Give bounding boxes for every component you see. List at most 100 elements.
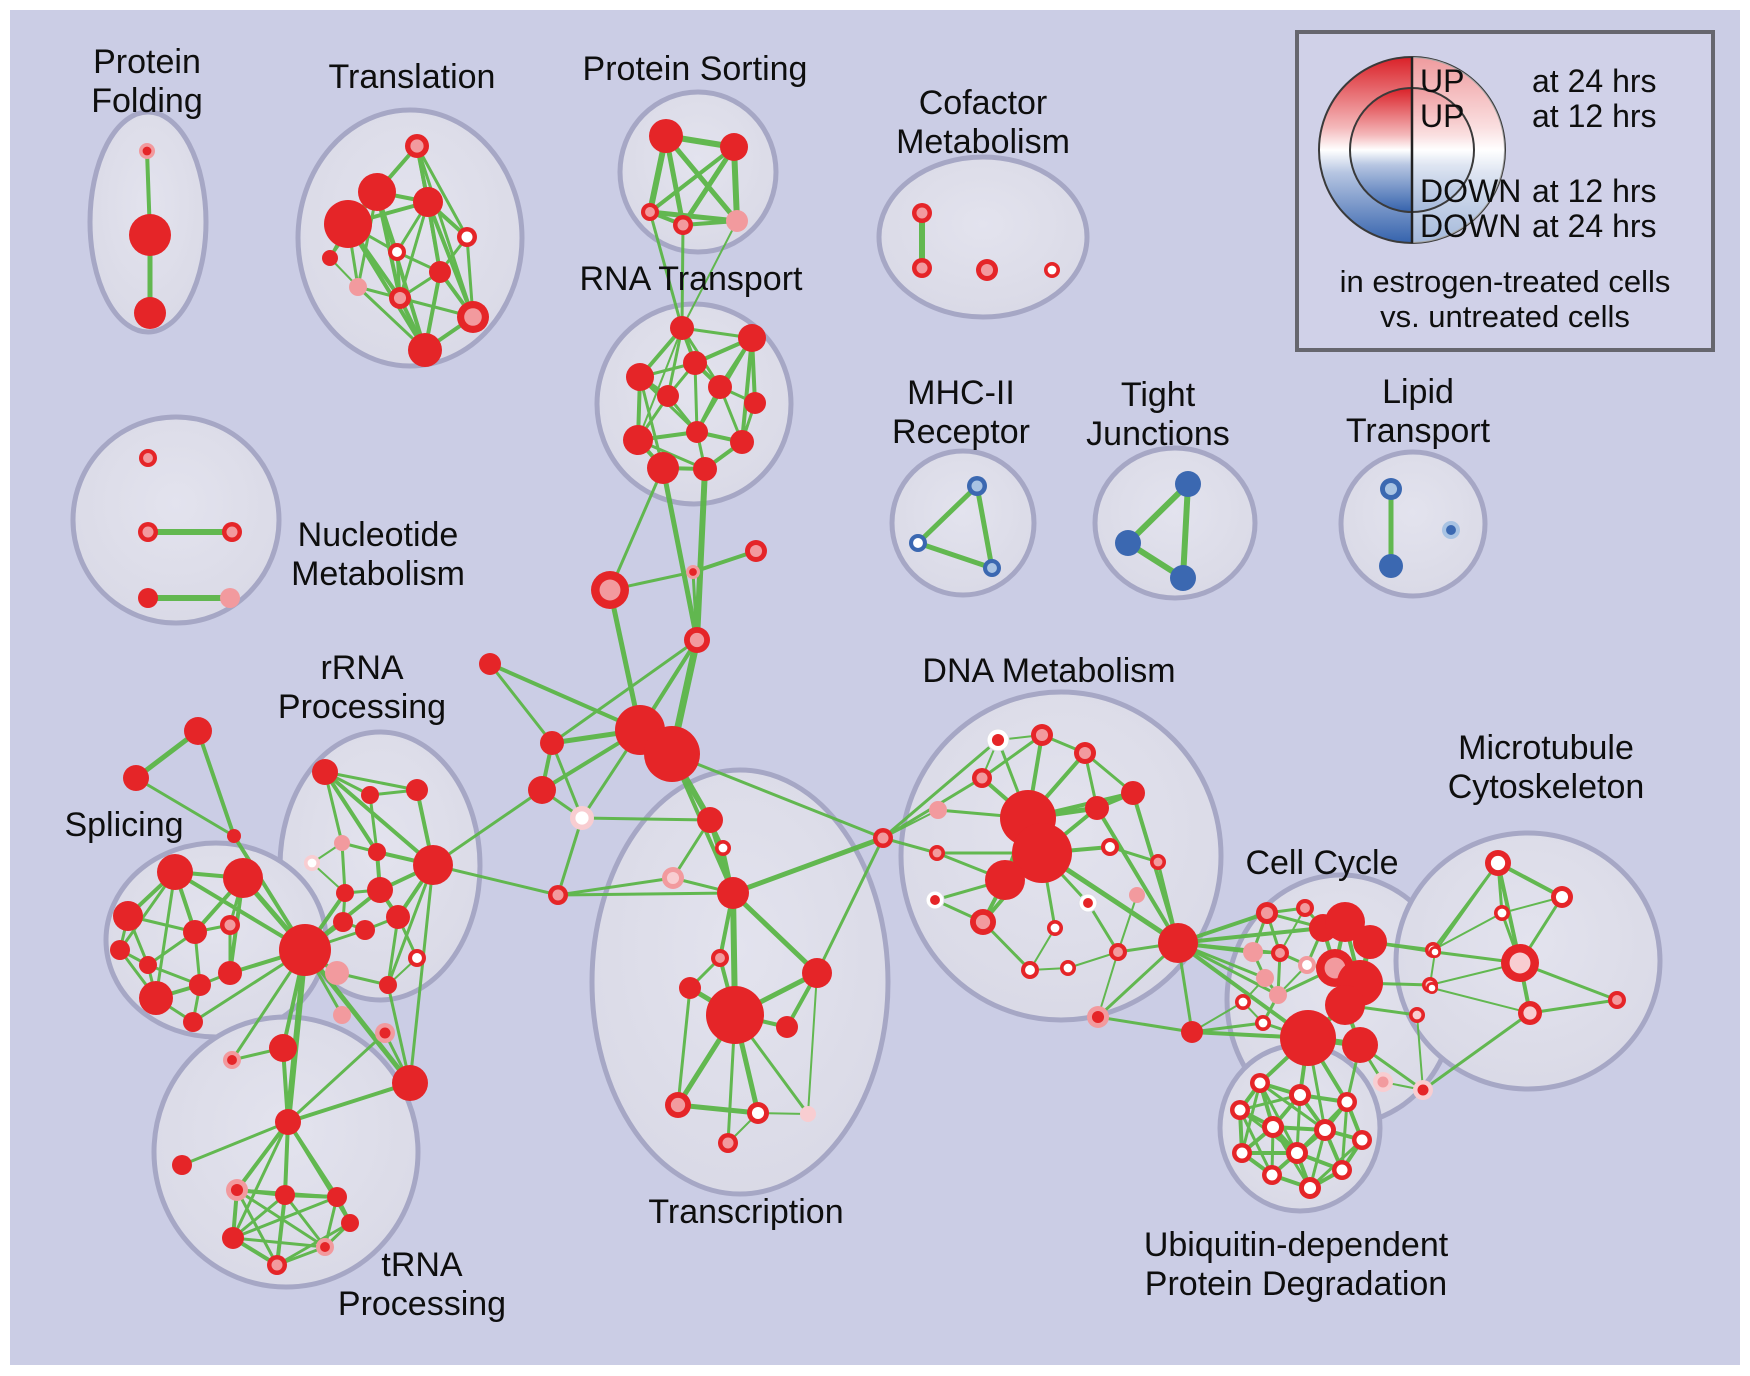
network-edge — [740, 336, 754, 444]
node-outer-ring-24h — [333, 1006, 351, 1024]
node-inner-disc-12h — [689, 632, 705, 648]
network-node — [312, 759, 338, 785]
network-node — [528, 776, 556, 804]
node-inner-disc-12h — [1238, 997, 1248, 1007]
node-inner-disc-12h — [987, 563, 997, 573]
network-node — [540, 731, 564, 755]
cluster-mhc-ii-receptor-label-line1: MHC-II — [907, 374, 1015, 412]
network-node — [683, 351, 707, 375]
network-edge — [231, 1193, 287, 1240]
cluster-trna-processing-label-line1: tRNA — [381, 1246, 463, 1284]
network-edge — [980, 733, 1044, 780]
legend-row-4-level: DOWN — [1420, 208, 1521, 244]
node-outer-ring-24h — [358, 173, 396, 211]
network-node — [1047, 920, 1063, 936]
network-node — [218, 961, 242, 985]
legend: UP at 24 hrs UP at 12 hrs DOWN at 12 hrs DOWN a… — [1295, 30, 1715, 352]
network-node — [929, 845, 945, 861]
network-node — [172, 1155, 192, 1175]
node-inner-disc-12h — [142, 526, 154, 538]
node-outer-ring-24h — [367, 877, 393, 903]
network-node — [1129, 887, 1145, 903]
network-node — [747, 1102, 769, 1124]
network-node — [222, 522, 242, 542]
network-node — [138, 588, 158, 608]
network-node — [673, 215, 693, 235]
node-inner-disc-12h — [975, 914, 991, 930]
network-node — [925, 890, 945, 910]
network-node — [1121, 781, 1145, 805]
node-inner-disc-12h — [575, 811, 589, 825]
node-outer-ring-24h — [1325, 985, 1365, 1025]
node-outer-ring-24h — [1269, 986, 1287, 1004]
network-edge — [286, 1081, 412, 1124]
node-inner-disc-12h — [980, 263, 994, 277]
network-node — [693, 457, 717, 481]
network-node — [1286, 1142, 1308, 1164]
node-inner-disc-12h — [227, 1055, 237, 1065]
node-inner-disc-12h — [320, 1242, 330, 1252]
cluster-cofactor-metabolism-label-line1: Cofactor — [919, 84, 1048, 122]
network-edge — [196, 729, 236, 838]
network-node — [408, 949, 426, 967]
node-inner-disc-12h — [1258, 1018, 1268, 1028]
network-node — [800, 1106, 816, 1122]
node-outer-ring-24h — [361, 786, 379, 804]
network-node — [336, 884, 354, 902]
network-node — [322, 250, 338, 266]
network-node — [1332, 1160, 1352, 1180]
network-node — [1352, 1130, 1372, 1150]
node-outer-ring-24h — [738, 324, 766, 352]
node-outer-ring-24h — [528, 776, 556, 804]
node-inner-disc-12h — [916, 262, 928, 274]
network-node — [267, 1255, 287, 1275]
cluster-mhc-ii-receptor-ellipse — [889, 448, 1037, 598]
node-outer-ring-24h — [1342, 1027, 1378, 1063]
network-node — [1296, 899, 1314, 917]
network-edge — [694, 466, 708, 643]
node-inner-disc-12h — [976, 772, 988, 784]
network-node — [389, 287, 411, 309]
network-edge — [1125, 481, 1191, 546]
node-inner-disc-12h — [1318, 1123, 1332, 1137]
network-node — [670, 316, 694, 340]
network-node — [316, 1238, 334, 1256]
cluster-trna-processing-label-line2: Processing — [338, 1285, 506, 1323]
network-edge — [608, 466, 665, 592]
node-outer-ring-24h — [406, 779, 428, 801]
node-inner-disc-12h — [1428, 984, 1436, 992]
network-edge — [285, 947, 308, 1125]
node-outer-ring-24h — [985, 860, 1025, 900]
node-inner-disc-12h — [1412, 1010, 1422, 1020]
network-node — [1299, 1177, 1321, 1199]
cluster-rrna-processing-label-line2: Processing — [278, 688, 446, 726]
network-node — [1074, 742, 1096, 764]
node-inner-disc-12h — [1431, 948, 1439, 956]
node-inner-disc-12h — [916, 207, 928, 219]
network-edge — [676, 986, 692, 1107]
network-edge — [730, 890, 820, 976]
node-outer-ring-24h — [341, 1214, 359, 1232]
node-inner-disc-12h — [464, 308, 482, 326]
network-node — [457, 301, 489, 333]
network-edge — [675, 1102, 761, 1116]
node-inner-disc-12h — [307, 858, 317, 868]
network-node — [591, 571, 629, 609]
node-inner-disc-12h — [1266, 1169, 1278, 1181]
network-node — [1280, 1010, 1336, 1066]
cluster-cofactor-metabolism-label-line2: Metabolism — [896, 123, 1070, 161]
cluster-translation-label-line1: Translation — [329, 58, 496, 96]
network-node — [358, 173, 396, 211]
node-inner-disc-12h — [1050, 923, 1060, 933]
network-edge — [488, 662, 554, 745]
network-edge — [550, 638, 699, 745]
cluster-tight-junctions-ellipse — [1092, 445, 1258, 601]
network-edge — [680, 144, 737, 228]
network-node — [355, 920, 375, 940]
network-node — [334, 835, 350, 851]
network-node — [1373, 1072, 1393, 1092]
network-node — [226, 1179, 248, 1201]
network-node — [333, 912, 353, 932]
network-edge — [663, 133, 740, 224]
network-edge — [1097, 951, 1119, 1018]
